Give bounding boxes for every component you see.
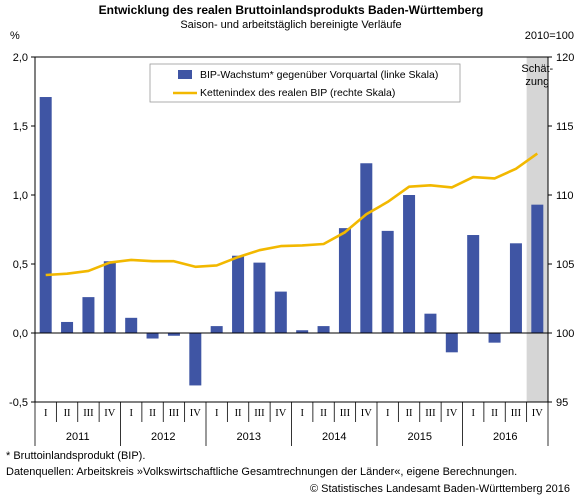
quarter-label: III — [83, 408, 94, 419]
bar-gdp-growth — [317, 326, 330, 333]
left-tick-label: 0,5 — [13, 259, 28, 271]
bar-gdp-growth — [167, 333, 180, 336]
copyright: © Statistisches Landesamt Baden-Württemb… — [309, 483, 570, 495]
bar-gdp-growth — [274, 291, 287, 333]
bar-gdp-growth — [488, 333, 501, 343]
bar-gdp-growth — [146, 333, 159, 339]
bar-gdp-growth — [232, 255, 245, 333]
left-tick-label: 2,0 — [13, 52, 28, 64]
bar-gdp-growth — [403, 195, 416, 333]
data-source: Datenquellen: Arbeitskreis »Volkswirtsch… — [6, 466, 518, 478]
quarter-label: III — [254, 408, 265, 419]
chart-subtitle: Saison- und arbeitstäglich bereinigte Ve… — [180, 19, 402, 31]
quarter-label: II — [149, 408, 156, 419]
legend-label-line: Kettenindex des realen BIP (rechte Skala… — [200, 87, 395, 99]
right-tick-label: 120 — [556, 52, 574, 64]
quarter-label: IV — [446, 408, 457, 419]
right-tick-label: 110 — [556, 190, 574, 202]
footnote-asterisk: * Bruttoinlandsprodukt (BIP). — [6, 450, 146, 462]
right-tick-label: 105 — [556, 259, 574, 271]
right-axis-unit: 2010=100 — [524, 30, 574, 42]
bar-gdp-growth — [253, 262, 266, 333]
bar-gdp-growth — [210, 326, 223, 333]
legend-swatch-bar — [178, 70, 192, 79]
bar-gdp-growth — [61, 321, 74, 333]
bar-gdp-growth — [381, 230, 394, 333]
right-tick-label: 95 — [556, 397, 568, 409]
chart-title: Entwicklung des realen Bruttoinlandsprod… — [98, 3, 484, 17]
right-tick-label: 115 — [556, 121, 574, 133]
bar-gdp-growth — [82, 297, 95, 333]
quarter-label: II — [491, 408, 498, 419]
bar-gdp-growth — [338, 228, 351, 333]
quarter-label: I — [471, 408, 475, 419]
left-axis-unit: % — [10, 30, 20, 42]
quarter-label: I — [300, 408, 304, 419]
year-label: 2011 — [66, 431, 90, 443]
year-label: 2014 — [322, 431, 346, 443]
quarter-label: III — [511, 408, 522, 419]
quarter-label: II — [235, 408, 242, 419]
bar-gdp-growth — [103, 261, 116, 333]
quarter-label: II — [406, 408, 413, 419]
quarter-label: I — [129, 408, 133, 419]
quarter-label: III — [340, 408, 351, 419]
bar-gdp-growth — [125, 317, 138, 333]
plot-frame — [34, 56, 549, 403]
left-tick-label: 0,0 — [13, 328, 28, 340]
estimate-label: Schät- — [521, 63, 553, 75]
legend-label-bar: BIP-Wachstum* gegenüber Vorquartal (link… — [200, 69, 438, 81]
quarter-label: I — [215, 408, 219, 419]
left-tick-label: 1,0 — [13, 190, 28, 202]
bar-gdp-growth — [39, 97, 52, 334]
estimate-label: zung — [525, 76, 549, 88]
quarter-label: I — [44, 408, 48, 419]
right-tick-label: 100 — [556, 328, 574, 340]
left-tick-label: -0,5 — [9, 397, 28, 409]
quarter-label: IV — [361, 408, 372, 419]
bar-gdp-growth — [467, 235, 480, 333]
quarter-label: I — [386, 408, 390, 419]
bar-gdp-growth — [531, 204, 544, 333]
quarter-label: IV — [190, 408, 201, 419]
line-chain-index — [45, 152, 539, 277]
quarter-label: IV — [104, 408, 115, 419]
bar-gdp-growth — [424, 313, 437, 333]
year-label: 2015 — [408, 431, 432, 443]
quarter-label: IV — [532, 408, 543, 419]
quarter-label: III — [425, 408, 436, 419]
quarter-label: III — [169, 408, 180, 419]
bar-gdp-growth — [189, 333, 202, 386]
quarter-label: II — [320, 408, 327, 419]
bar-gdp-growth — [445, 333, 458, 353]
quarter-label: II — [64, 408, 71, 419]
quarter-label: IV — [275, 408, 286, 419]
year-label: 2016 — [493, 431, 517, 443]
legend-box — [149, 63, 461, 103]
bar-gdp-growth — [360, 163, 373, 333]
bar-gdp-growth — [296, 330, 309, 333]
left-tick-label: 1,5 — [13, 121, 28, 133]
year-label: 2013 — [237, 431, 261, 443]
year-label: 2012 — [151, 431, 175, 443]
bar-gdp-growth — [509, 243, 522, 333]
